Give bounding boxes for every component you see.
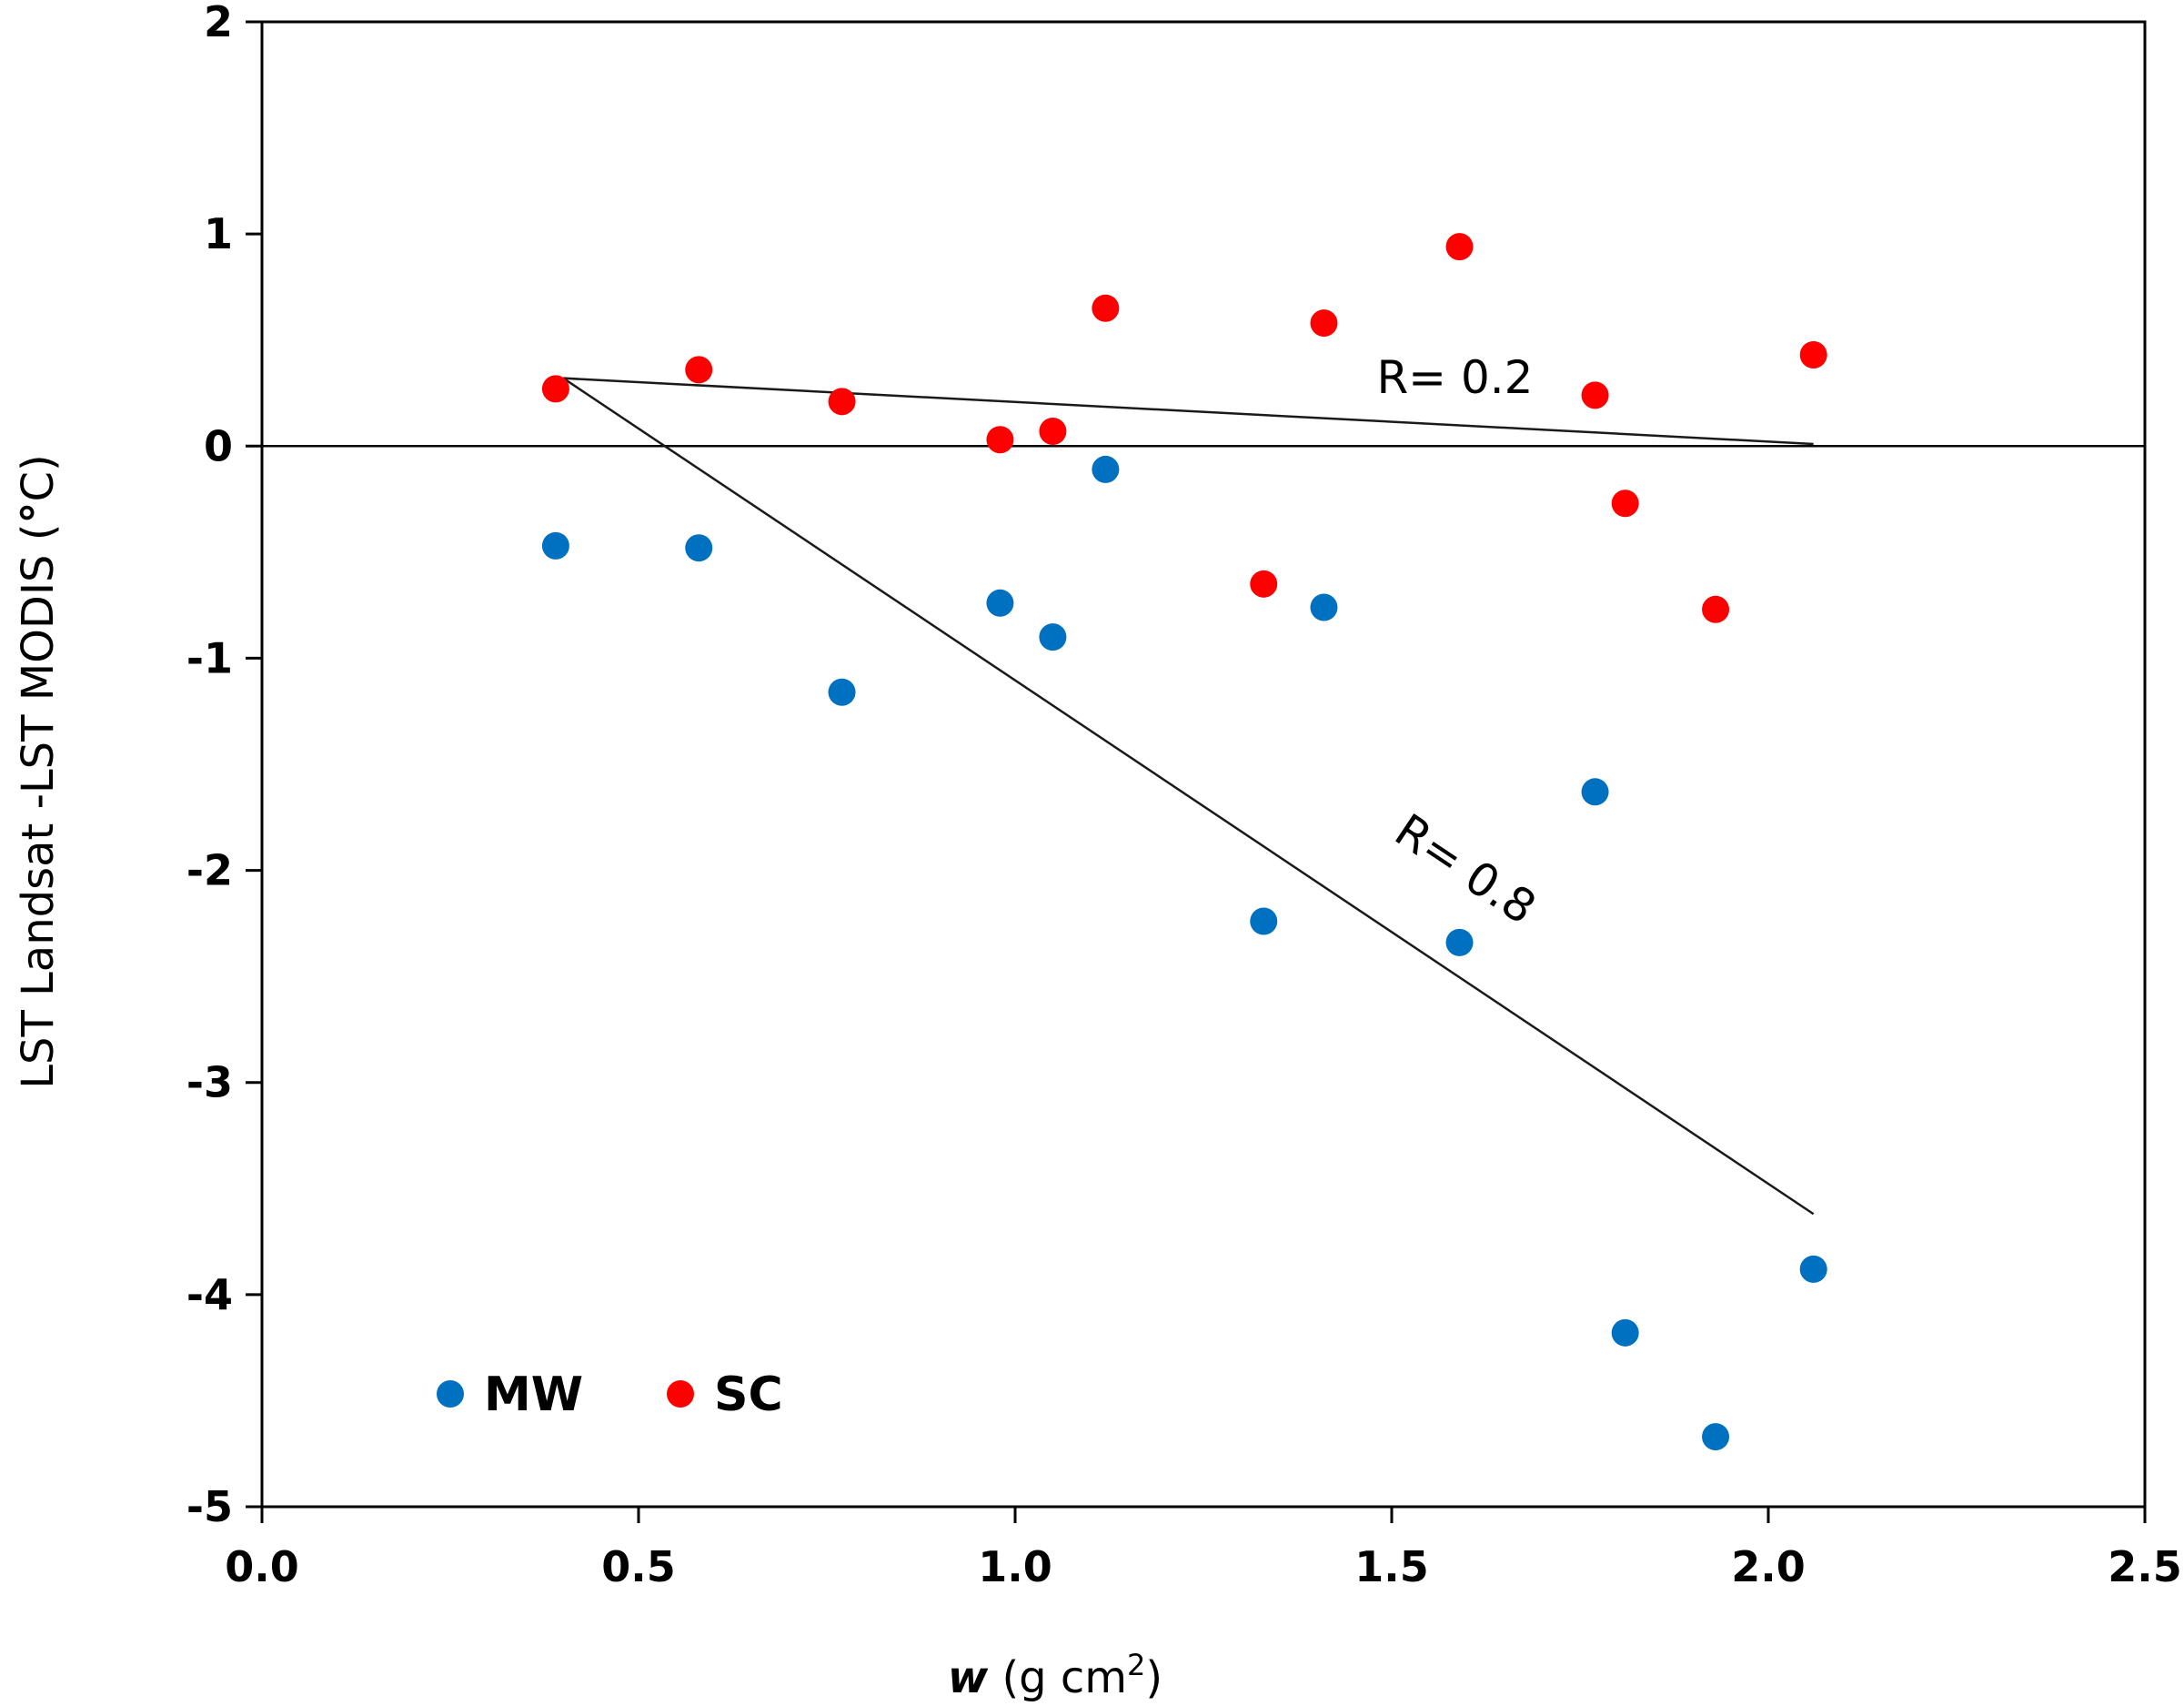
data-point-sc — [1799, 341, 1827, 369]
y-tick-label: 2 — [204, 0, 233, 46]
data-point-mw — [1039, 623, 1067, 651]
annotations: R= 0.8 R= 0.2 — [1376, 351, 1545, 934]
data-point-sc — [1039, 417, 1067, 445]
data-point-sc — [828, 388, 856, 416]
data-points — [541, 233, 1827, 1451]
data-point-sc — [685, 356, 713, 384]
y-tick-label: -4 — [186, 1270, 233, 1319]
trendline-sc — [563, 377, 1814, 446]
y-tick-label: -2 — [186, 846, 233, 895]
data-point-sc — [1702, 595, 1730, 623]
data-point-sc — [1581, 381, 1609, 409]
x-tick-label: 1.5 — [1354, 1542, 1429, 1591]
x-axis-title-close: ) — [1145, 1652, 1162, 1703]
y-tick-label: 0 — [204, 421, 233, 470]
legend-marker-sc — [667, 1380, 694, 1408]
data-point-sc — [1310, 309, 1338, 338]
plot-frame — [260, 20, 2147, 1509]
y-tick-label: -3 — [186, 1058, 233, 1107]
y-axis-title: LST Landsat -LST MODIS (°C) — [13, 454, 64, 1088]
x-tick-label: 2.0 — [1731, 1542, 1806, 1591]
legend-label-sc: SC — [714, 1368, 783, 1422]
data-point-mw — [828, 678, 856, 706]
x-axis-title-symbol: w — [948, 1652, 989, 1703]
data-point-sc — [1250, 570, 1278, 598]
x-axis-title: w (g cm2) — [948, 1648, 1162, 1703]
y-axis-title-degree: ° — [13, 502, 64, 524]
data-point-mw — [1581, 778, 1609, 806]
data-point-sc — [1445, 233, 1474, 261]
y-axis-ticks: -5 -4 -3 -2 -1 0 1 2 — [186, 0, 262, 1531]
trendlines — [562, 377, 1815, 1216]
data-point-mw — [986, 589, 1014, 617]
data-point-sc — [1611, 490, 1639, 518]
data-point-sc — [541, 375, 569, 403]
legend: MW SC — [437, 1368, 783, 1422]
x-tick-label: 2.5 — [2108, 1542, 2182, 1591]
y-tick-label: -5 — [186, 1482, 233, 1531]
x-axis-ticks: 0.0 0.5 1.0 1.5 2.0 2.5 — [225, 1507, 2182, 1591]
trendline-label-mw: R= 0.8 — [1385, 803, 1545, 934]
data-point-mw — [1445, 928, 1474, 956]
data-point-mw — [1799, 1255, 1827, 1283]
data-point-mw — [685, 534, 713, 562]
trendline-mw — [562, 377, 1815, 1216]
x-axis-title-units: (g cm — [988, 1652, 1127, 1703]
y-tick-label: 1 — [204, 209, 233, 258]
data-point-sc — [986, 426, 1014, 454]
y-tick-label: -1 — [186, 633, 233, 682]
data-point-mw — [1250, 907, 1278, 935]
data-point-mw — [1702, 1423, 1730, 1451]
x-tick-label: 1.0 — [978, 1542, 1052, 1591]
y-axis-title-main: LST Landsat -LST MODIS ( — [13, 524, 64, 1089]
legend-label-mw: MW — [484, 1368, 583, 1422]
y-axis-title-unit: C) — [13, 454, 64, 501]
data-point-mw — [1611, 1318, 1639, 1347]
x-axis-title-superscript: 2 — [1127, 1648, 1145, 1682]
x-tick-label: 0.5 — [601, 1542, 676, 1591]
data-point-sc — [1092, 294, 1120, 322]
legend-marker-mw — [437, 1380, 464, 1408]
trendline-label-sc: R= 0.2 — [1376, 351, 1533, 404]
x-tick-label: 0.0 — [225, 1542, 299, 1591]
data-point-mw — [541, 531, 569, 560]
data-point-mw — [1310, 593, 1338, 621]
data-point-mw — [1092, 455, 1120, 483]
